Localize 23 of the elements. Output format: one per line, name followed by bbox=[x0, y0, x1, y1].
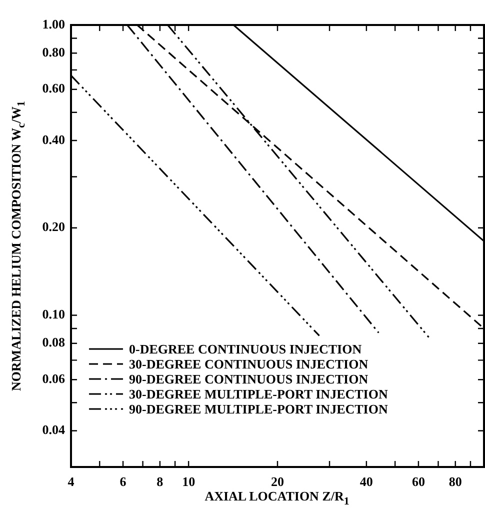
y-tick-label: 0.20 bbox=[42, 219, 65, 234]
x-tick-label: 4 bbox=[68, 474, 75, 490]
y-tick-label: 0.80 bbox=[42, 44, 65, 60]
y-tick-label: 0.60 bbox=[42, 80, 65, 96]
x-axis-title: AXIAL LOCATION Z/R$_{1}$ bbox=[204, 488, 350, 508]
legend-label: 90-DEGREE CONTINUOUS INJECTION bbox=[129, 371, 369, 386]
y-tick-label: 0.10 bbox=[42, 306, 65, 322]
x-tick-label: 8 bbox=[156, 474, 164, 490]
x-tick-label: 6 bbox=[120, 474, 127, 490]
x-tick-label: 60 bbox=[412, 474, 425, 490]
y-tick-label: 0.08 bbox=[42, 334, 66, 350]
x-tick-label: 80 bbox=[448, 474, 462, 490]
y-tick-label: 1.00 bbox=[42, 16, 65, 32]
x-tick-label: 20 bbox=[271, 474, 284, 490]
legend-label: 30-DEGREE MULTIPLE-PORT INJECTION bbox=[129, 386, 388, 402]
y-tick-label: 0.40 bbox=[42, 132, 65, 147]
x-tick-label: 10 bbox=[182, 474, 196, 490]
legend-label: 30-DEGREE CONTINUOUS INJECTION bbox=[129, 356, 369, 372]
y-tick-label: 0.06 bbox=[42, 370, 66, 386]
legend-label: 90-DEGREE MULTIPLE-PORT INJECTION bbox=[129, 401, 388, 416]
y-tick-label: 0.04 bbox=[42, 422, 66, 438]
x-tick-label: 40 bbox=[360, 474, 373, 490]
legend-label: 0-DEGREE CONTINUOUS INJECTION bbox=[129, 341, 362, 356]
